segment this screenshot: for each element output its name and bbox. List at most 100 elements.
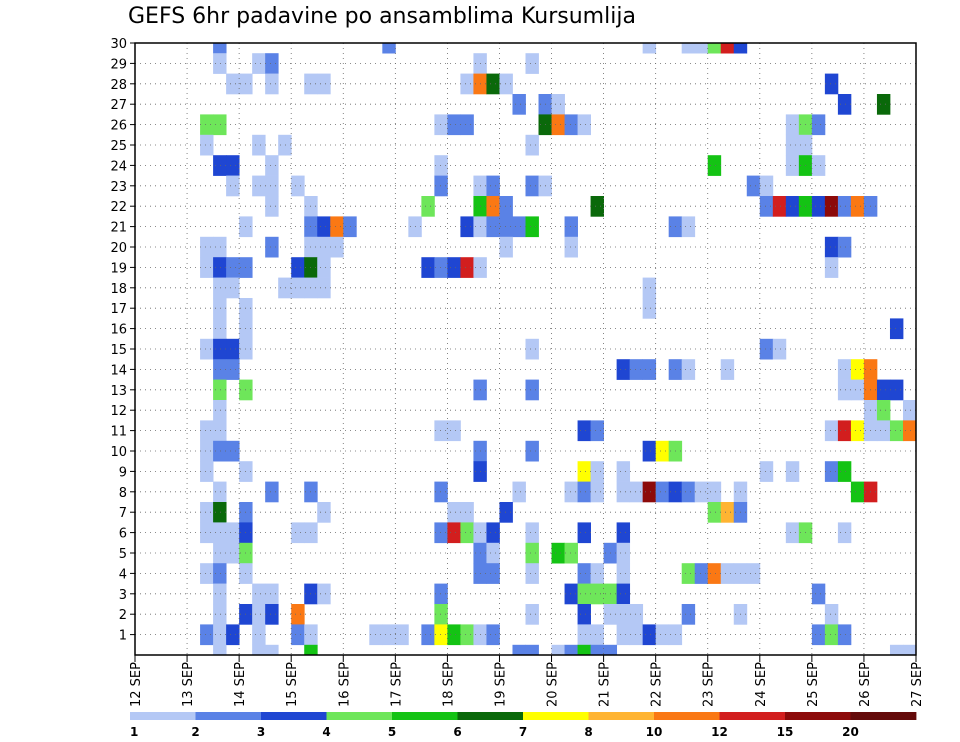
heatmap-cell: [785, 155, 800, 176]
heatmap-cell: [200, 338, 214, 360]
heatmap-cell: [876, 420, 891, 442]
heatmap-cell: [577, 522, 591, 544]
heatmap-cell: [304, 644, 318, 656]
y-tick-label: 28: [110, 78, 127, 93]
x-tick-label: 23 SEP: [702, 662, 717, 707]
heatmap-cell: [772, 196, 787, 217]
heatmap-cell: [265, 583, 279, 605]
legend-label: 8: [584, 725, 592, 739]
heatmap-cell: [681, 359, 696, 380]
heatmap-cell: [317, 277, 331, 299]
heatmap-cell: [824, 73, 839, 95]
heatmap-cell: [785, 134, 800, 156]
heatmap-cell: [876, 379, 891, 401]
heatmap-cell: [551, 542, 565, 564]
heatmap-cell: [746, 175, 761, 197]
heatmap-cell: [577, 481, 591, 503]
heatmap-cell: [213, 236, 227, 258]
heatmap-cell: [902, 400, 917, 421]
heatmap-cell: [200, 236, 214, 258]
heatmap-cell: [330, 236, 344, 258]
heatmap-cell: [317, 257, 331, 278]
heatmap-cell: [902, 644, 917, 656]
heatmap-cell: [447, 257, 461, 278]
heatmap-cell: [759, 196, 774, 217]
heatmap-cell: [252, 53, 266, 74]
heatmap-cell: [629, 604, 644, 625]
heatmap-cell: [577, 624, 591, 646]
heatmap-cell: [525, 542, 539, 564]
heatmap-cell: [226, 338, 240, 360]
heatmap-cell: [486, 522, 500, 544]
heatmap-cell: [226, 359, 240, 380]
heatmap-cell: [616, 583, 631, 605]
heatmap-cell: [200, 563, 214, 584]
legend-label: 4: [322, 725, 330, 739]
y-tick-label: 8: [119, 486, 127, 501]
heatmap-cell: [213, 481, 227, 503]
heatmap-cell: [694, 481, 709, 503]
heatmap-cell: [850, 196, 865, 217]
heatmap-cell: [291, 522, 305, 544]
heatmap-cell: [512, 644, 526, 656]
heatmap-cell: [850, 379, 865, 401]
heatmap-cell: [616, 522, 631, 544]
heatmap-cell: [590, 461, 604, 482]
heatmap-cell: [447, 114, 461, 136]
heatmap-cell: [577, 114, 591, 136]
y-tick-label: 4: [119, 567, 127, 582]
heatmap-cell: [681, 43, 696, 54]
heatmap-cell: [616, 359, 631, 380]
heatmap-cell: [213, 624, 227, 646]
heatmap-cell: [226, 175, 240, 197]
heatmap-cell: [213, 400, 227, 421]
heatmap-cell: [564, 481, 578, 503]
legend-color-swatch: [719, 712, 786, 720]
y-tick-label: 3: [119, 588, 127, 603]
heatmap-cell: [252, 134, 266, 156]
y-tick-label: 26: [110, 119, 127, 134]
color-legend: 1 2 3 4 5 6 7 8 10 12 15 20: [130, 712, 917, 739]
heatmap-cell: [460, 114, 474, 136]
heatmap-cell: [889, 318, 904, 340]
heatmap-cell: [707, 481, 722, 503]
heatmap-cell: [434, 175, 448, 197]
heatmap-cell: [343, 216, 357, 238]
heatmap-cell: [616, 604, 631, 625]
heatmap-cell: [265, 236, 279, 258]
heatmap-cell: [434, 257, 448, 278]
y-tick-label: 23: [110, 180, 127, 195]
legend-label: 20: [842, 725, 859, 739]
legend-label: 3: [257, 725, 265, 739]
x-tick-label: 20 SEP: [546, 662, 561, 707]
heatmap-cell: [824, 196, 839, 217]
y-tick-label: 27: [110, 98, 127, 113]
heatmap-cell: [655, 624, 670, 646]
y-tick-label: 25: [110, 139, 127, 154]
y-tick-label: 15: [110, 343, 127, 358]
heatmap-cell: [759, 175, 774, 197]
x-tick-label: 17 SEP: [389, 662, 404, 707]
y-tick-label: 7: [119, 506, 127, 521]
heatmap-cell: [889, 420, 904, 442]
heatmap-cell: [889, 644, 904, 656]
heatmap-cell: [226, 522, 240, 544]
legend-label: 1: [130, 725, 138, 739]
heatmap-cell: [525, 216, 539, 238]
heatmap-cell: [811, 624, 826, 646]
heatmap-cell: [226, 257, 240, 278]
heatmap-cell: [486, 542, 500, 564]
heatmap-cell: [642, 359, 657, 380]
heatmap-cell: [252, 583, 266, 605]
heatmap-cell: [837, 379, 852, 401]
heatmap-cell: [213, 542, 227, 564]
heatmap-cell: [525, 563, 539, 584]
heatmap-cell: [772, 338, 787, 360]
heatmap-cell: [434, 155, 448, 176]
x-tick-label: 24 SEP: [754, 662, 769, 707]
heatmap-cell: [200, 257, 214, 278]
heatmap-cell: [577, 604, 591, 625]
heatmap-cell: [746, 563, 761, 584]
x-tick-label: 27 SEP: [910, 662, 925, 707]
heatmap-cell: [850, 420, 865, 442]
